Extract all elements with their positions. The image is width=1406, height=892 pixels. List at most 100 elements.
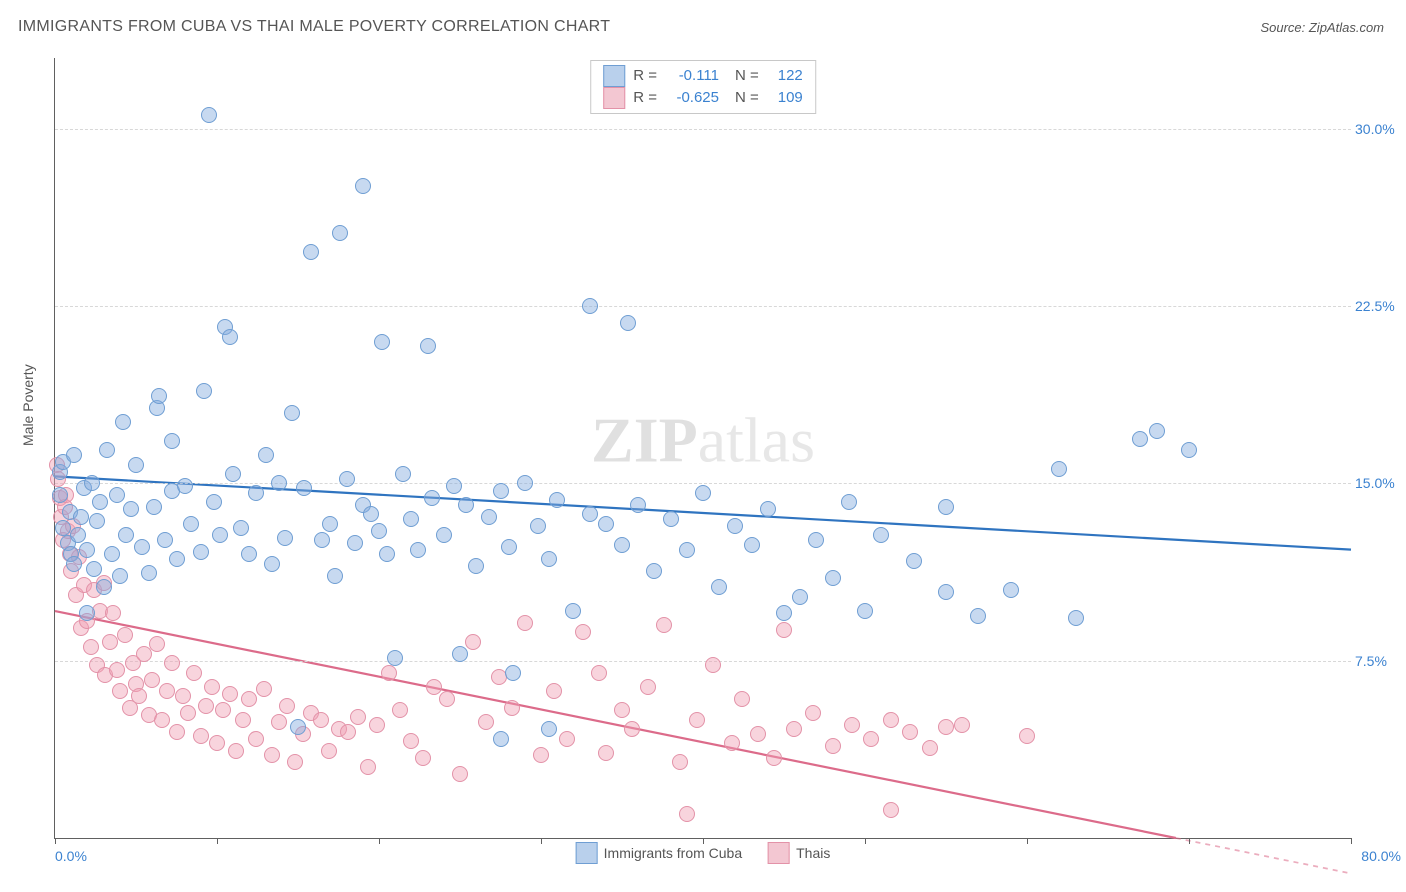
scatter-point-cuba: [481, 509, 497, 525]
scatter-point-cuba: [776, 605, 792, 621]
scatter-point-cuba: [109, 487, 125, 503]
y-axis-title: Male Poverty: [20, 364, 36, 446]
legend-r-label: R =: [633, 87, 657, 109]
scatter-point-cuba: [695, 485, 711, 501]
scatter-point-cuba: [92, 494, 108, 510]
scatter-point-cuba: [332, 225, 348, 241]
scatter-point-cuba: [620, 315, 636, 331]
legend-series-label: Immigrants from Cuba: [604, 845, 742, 861]
legend-swatch: [576, 842, 598, 864]
scatter-point-thai: [656, 617, 672, 633]
scatter-point-cuba: [938, 499, 954, 515]
scatter-point-thai: [112, 683, 128, 699]
scatter-point-thai: [198, 698, 214, 714]
x-tick: [865, 838, 866, 844]
source-label: Source: ZipAtlas.com: [1260, 20, 1384, 35]
scatter-point-thai: [235, 712, 251, 728]
scatter-point-thai: [705, 657, 721, 673]
legend-n-value: 122: [767, 65, 803, 87]
x-tick: [541, 838, 542, 844]
scatter-point-cuba: [86, 561, 102, 577]
scatter-point-thai: [922, 740, 938, 756]
y-tick-label: 30.0%: [1355, 121, 1401, 137]
scatter-point-cuba: [582, 506, 598, 522]
scatter-point-cuba: [420, 338, 436, 354]
scatter-point-thai: [271, 714, 287, 730]
scatter-point-cuba: [201, 107, 217, 123]
scatter-point-cuba: [347, 535, 363, 551]
scatter-point-thai: [415, 750, 431, 766]
scatter-point-thai: [844, 717, 860, 733]
scatter-point-thai: [591, 665, 607, 681]
legend-series-item: Immigrants from Cuba: [576, 842, 742, 864]
scatter-point-cuba: [118, 527, 134, 543]
scatter-point-cuba: [115, 414, 131, 430]
scatter-point-cuba: [598, 516, 614, 532]
scatter-point-cuba: [271, 475, 287, 491]
plot-area: ZIPatlas R =-0.111N =122R =-0.625N =109 …: [54, 58, 1351, 839]
scatter-point-cuba: [277, 530, 293, 546]
scatter-point-cuba: [157, 532, 173, 548]
scatter-point-cuba: [164, 433, 180, 449]
scatter-point-cuba: [424, 490, 440, 506]
scatter-point-cuba: [410, 542, 426, 558]
scatter-point-thai: [180, 705, 196, 721]
scatter-point-thai: [360, 759, 376, 775]
scatter-point-cuba: [371, 523, 387, 539]
scatter-point-thai: [750, 726, 766, 742]
scatter-point-cuba: [452, 646, 468, 662]
scatter-point-thai: [222, 686, 238, 702]
scatter-point-thai: [734, 691, 750, 707]
scatter-point-cuba: [222, 329, 238, 345]
scatter-point-cuba: [395, 466, 411, 482]
x-tick: [1189, 838, 1190, 844]
scatter-point-cuba: [1181, 442, 1197, 458]
scatter-point-cuba: [970, 608, 986, 624]
scatter-point-cuba: [151, 388, 167, 404]
scatter-point-thai: [825, 738, 841, 754]
scatter-point-thai: [209, 735, 225, 751]
scatter-point-thai: [241, 691, 257, 707]
scatter-point-thai: [883, 802, 899, 818]
scatter-point-cuba: [760, 501, 776, 517]
legend-correlation: R =-0.111N =122R =-0.625N =109: [590, 60, 816, 114]
scatter-point-cuba: [1051, 461, 1067, 477]
x-tick: [217, 838, 218, 844]
legend-r-label: R =: [633, 65, 657, 87]
scatter-point-thai: [403, 733, 419, 749]
legend-r-value: -0.625: [665, 87, 719, 109]
scatter-point-cuba: [1149, 423, 1165, 439]
scatter-point-cuba: [517, 475, 533, 491]
scatter-point-cuba: [363, 506, 379, 522]
scatter-point-cuba: [206, 494, 222, 510]
scatter-point-thai: [805, 705, 821, 721]
scatter-point-cuba: [322, 516, 338, 532]
scatter-point-thai: [478, 714, 494, 730]
scatter-point-cuba: [825, 570, 841, 586]
gridline: [55, 306, 1351, 307]
x-axis-min-label: 0.0%: [55, 848, 87, 864]
scatter-point-cuba: [66, 447, 82, 463]
x-tick: [379, 838, 380, 844]
legend-swatch: [603, 65, 625, 87]
legend-correlation-row: R =-0.625N =109: [603, 87, 803, 109]
scatter-point-cuba: [314, 532, 330, 548]
scatter-point-cuba: [296, 480, 312, 496]
scatter-point-cuba: [99, 442, 115, 458]
scatter-point-thai: [193, 728, 209, 744]
scatter-point-thai: [369, 717, 385, 733]
scatter-point-thai: [452, 766, 468, 782]
scatter-point-thai: [883, 712, 899, 728]
y-tick-label: 15.0%: [1355, 475, 1401, 491]
scatter-point-thai: [575, 624, 591, 640]
legend-series: Immigrants from Cuba Thais: [576, 842, 831, 864]
scatter-point-cuba: [630, 497, 646, 513]
x-tick: [55, 838, 56, 844]
legend-series-label: Thais: [796, 845, 830, 861]
scatter-point-cuba: [727, 518, 743, 534]
scatter-point-cuba: [582, 298, 598, 314]
scatter-point-thai: [724, 735, 740, 751]
scatter-point-thai: [426, 679, 442, 695]
scatter-point-cuba: [327, 568, 343, 584]
scatter-point-cuba: [183, 516, 199, 532]
